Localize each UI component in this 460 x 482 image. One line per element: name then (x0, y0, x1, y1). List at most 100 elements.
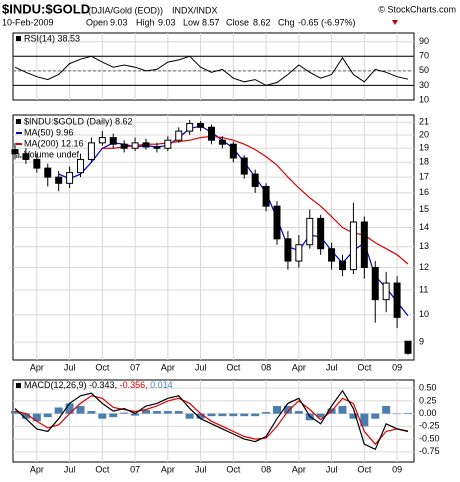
panel-frame (12, 114, 415, 361)
legend-label: Volume undef (24, 149, 80, 159)
histogram-bar (273, 405, 281, 414)
candle-body (382, 282, 390, 301)
histogram-bar (196, 413, 205, 419)
candle-body (186, 123, 194, 132)
candle-body (218, 139, 226, 145)
histogram-bar (142, 410, 150, 414)
candle-body (349, 221, 357, 271)
candle-body (360, 221, 368, 268)
candle-body (339, 260, 346, 271)
legend: MACD(12,26,9) -0.343, -0.356, 0.014 (24, 380, 173, 390)
candle-body (262, 185, 270, 207)
x-tick-label: Jul (326, 362, 338, 372)
candle-body (33, 158, 41, 169)
histogram-bar (152, 411, 161, 414)
candle-body (153, 146, 161, 149)
x-tick-label: Oct (95, 464, 110, 474)
y-tick-label: 0.50 (419, 383, 437, 393)
y-tick-label: 0.00 (419, 408, 437, 418)
legend-label: 0.014 (150, 380, 173, 390)
y-tick-label: -0.25 (419, 421, 440, 431)
histogram-bar (98, 413, 107, 419)
histogram-bar (283, 405, 292, 414)
histogram-bar (371, 413, 380, 419)
y-tick-label: 11 (419, 284, 428, 294)
histogram-bar (76, 405, 85, 414)
legend-volume-icon (20, 156, 22, 158)
panel-frame (12, 32, 415, 101)
x-tick-label: 07 (130, 362, 140, 372)
legend-volume-icon (18, 153, 20, 158)
candle-body (142, 142, 150, 148)
x-tick-label: Jul (195, 362, 207, 372)
y-tick-label: 13 (419, 241, 429, 251)
date: 10-Feb-2009 (2, 17, 54, 27)
y-tick-label: 30 (419, 80, 429, 90)
panel-title: MACD(12,26,9) (24, 380, 87, 390)
candle-body (55, 176, 63, 184)
histogram-bar (32, 413, 41, 422)
histogram-bar (338, 405, 347, 414)
x-tick-label: Jul (64, 362, 76, 372)
histogram-bar (54, 407, 63, 414)
x-tick-label: Jul (64, 464, 76, 474)
x-tick-label: Apr (161, 362, 175, 372)
y-tick-label: 90 (419, 36, 429, 46)
description: (DJIA/Gold (EOD)) (88, 5, 163, 15)
rsi-line (14, 55, 409, 86)
open-label: Open (86, 17, 108, 27)
histogram-bar (316, 413, 325, 418)
histogram-bar (218, 413, 227, 417)
histogram-bar (240, 413, 249, 417)
histogram-bar (109, 413, 118, 418)
x-tick-label: 08 (261, 362, 271, 372)
histogram-bar (87, 411, 96, 414)
candle-body (306, 217, 314, 246)
x-tick-label: Oct (226, 362, 241, 372)
x-tick-label: Apr (30, 464, 44, 474)
histogram-bar (382, 405, 391, 414)
legend-box (16, 119, 21, 124)
candle-body (208, 126, 215, 141)
source: © StockCharts.com (378, 4, 456, 14)
histogram-bar (229, 413, 238, 417)
candle-body (295, 244, 303, 262)
moving-average (102, 135, 409, 265)
macd-line (14, 389, 409, 451)
histogram-bar (262, 412, 271, 414)
y-tick-label: 14 (419, 222, 429, 232)
candle-body (251, 173, 259, 187)
histogram-bar (251, 413, 260, 417)
candle-body (87, 142, 95, 160)
y-tick-label: 12 (419, 262, 429, 272)
chg-value: -0.65 (-6.97%) (298, 17, 356, 27)
y-tick-label: -0.50 (419, 433, 440, 443)
histogram-bar (349, 413, 358, 419)
candle-body (175, 130, 183, 141)
candle-body (273, 205, 281, 240)
candle-body (371, 266, 379, 301)
close-value: 8.62 (253, 17, 271, 27)
legend-label: -0.343, (89, 380, 117, 390)
exchange: INDX/INDX (172, 5, 218, 15)
candle-body (77, 158, 84, 174)
down-arrow (392, 20, 398, 25)
y-tick-label: 50 (419, 65, 429, 75)
candle-body (164, 139, 172, 149)
x-tick-label: Apr (292, 362, 306, 372)
legend-label: -0.356, (120, 380, 148, 390)
low-label: Low (183, 17, 200, 27)
histogram-bar (305, 413, 314, 421)
candle-body (229, 143, 237, 159)
x-tick-label: Jul (195, 464, 207, 474)
x-tick-label: Oct (95, 362, 110, 372)
y-tick-label: 10 (419, 309, 429, 319)
histogram-bar (404, 412, 412, 414)
y-tick-label: 20 (419, 129, 429, 139)
y-tick-label: 10 (419, 94, 429, 104)
legend-label: MA(50) 9.96 (24, 127, 74, 137)
histogram-bar (65, 403, 74, 414)
x-tick-label: 09 (392, 464, 402, 474)
y-tick-label: 17 (419, 171, 429, 181)
